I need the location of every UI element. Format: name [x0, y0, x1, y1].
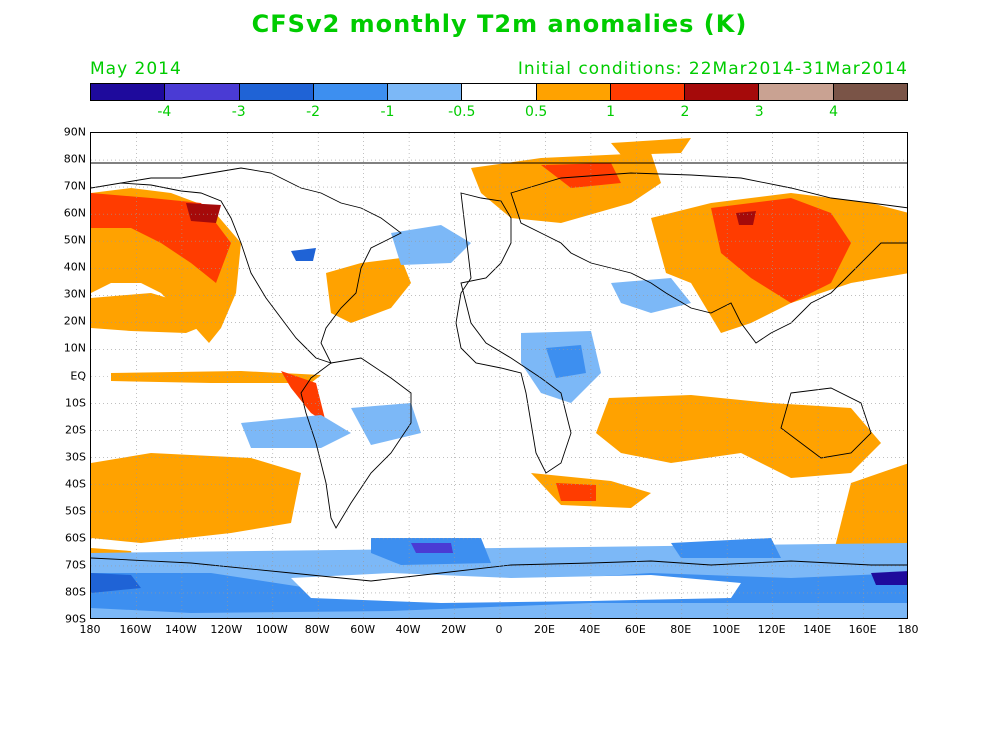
initial-conditions: Initial conditions: 22Mar2014-31Mar2014 [517, 59, 908, 79]
legend-label: 4 [829, 104, 839, 120]
longitude-label: 100W [255, 623, 288, 636]
longitude-label: 60E [624, 623, 646, 636]
longitude-label: 60W [350, 623, 376, 636]
longitude-label: 80E [670, 623, 692, 636]
latitude-label: 10N [63, 341, 86, 355]
latitude-label: 40S [65, 477, 86, 491]
legend-label: -3 [231, 104, 246, 120]
legend-label: -1 [380, 104, 395, 120]
latitude-label: 50S [65, 504, 86, 518]
latitude-label: 80N [63, 152, 86, 166]
gridlines [91, 133, 907, 618]
neutral-region [291, 573, 741, 603]
longitude-label: 80W [304, 623, 330, 636]
latitude-label: 40N [63, 260, 86, 274]
longitude-label: 120W [210, 623, 243, 636]
longitude-label: 140W [164, 623, 197, 636]
longitude-label: 40W [395, 623, 421, 636]
legend-label: -0.5 [448, 104, 476, 120]
warm-anomaly-regions [91, 138, 907, 581]
legend-label: 1 [606, 104, 615, 120]
longitude-label: 20E [533, 623, 555, 636]
latitude-label: 50N [63, 233, 86, 247]
legend-label: 3 [754, 104, 764, 120]
legend-label: 0.5 [525, 104, 548, 120]
latitude-label: 60N [63, 206, 86, 220]
anomaly-map [90, 132, 908, 619]
latitude-label: 20N [63, 314, 86, 328]
longitude-label: 160W [119, 623, 152, 636]
legend-swatch [833, 84, 907, 100]
longitude-label: 40E [579, 623, 601, 636]
latitude-label: 60S [65, 531, 86, 545]
latitude-label: 90S [65, 612, 86, 626]
latitude-label: 90N [63, 125, 86, 139]
longitude-label: 120E [757, 623, 786, 636]
legend-label: -4 [157, 104, 172, 120]
legend-swatch [610, 84, 686, 100]
longitude-label: 180 [897, 623, 919, 636]
legend-swatch [239, 84, 314, 100]
legend-swatch [313, 84, 389, 100]
legend-swatch [462, 84, 537, 100]
latitude-label: EQ [70, 369, 86, 382]
forecast-month: May 2014 [90, 59, 182, 79]
latitude-label: 20S [65, 423, 86, 437]
longitude-label: 180 [79, 623, 101, 636]
latitude-label: 30N [63, 287, 86, 301]
longitude-label: 20W [441, 623, 466, 636]
legend-swatch [165, 84, 240, 100]
latitude-label: 70S [65, 558, 86, 572]
legend-swatch [759, 84, 834, 100]
legend-swatch [388, 84, 463, 100]
legend-swatch [91, 84, 166, 100]
longitude-label: 140E [803, 623, 832, 636]
map-svg [91, 133, 907, 618]
latitude-label: 70N [63, 179, 86, 193]
map-title: CFSv2 monthly T2m anomalies (K) [251, 10, 748, 38]
color-legend-bar [90, 83, 908, 101]
latitude-label: 30S [65, 450, 86, 464]
legend-swatch [685, 84, 760, 100]
latitude-label: 10S [65, 396, 86, 410]
longitude-label: 0 [495, 623, 503, 636]
latitude-label: 80S [65, 585, 86, 599]
longitude-label: 100E [712, 623, 741, 636]
legend-swatch [536, 84, 611, 100]
longitude-label: 160E [848, 623, 877, 636]
coastlines [91, 162, 907, 582]
legend-label: -2 [306, 104, 321, 120]
legend-label: 2 [680, 104, 690, 120]
